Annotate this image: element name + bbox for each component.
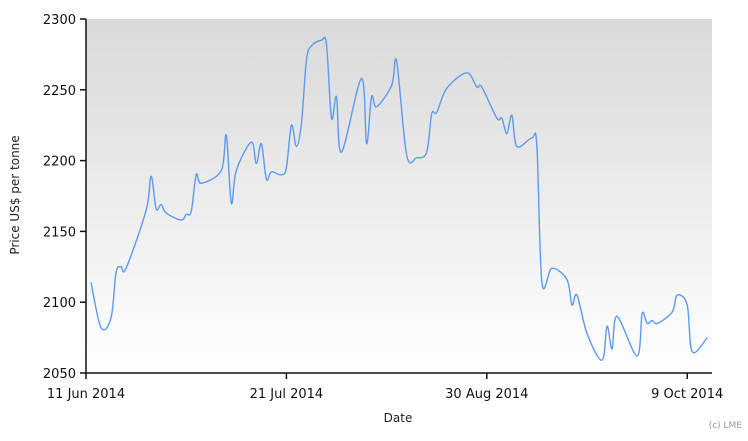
data-point bbox=[290, 124, 293, 127]
data-point bbox=[530, 136, 533, 139]
data-point bbox=[540, 281, 543, 284]
y-tick-label: 2100 bbox=[43, 296, 76, 311]
data-point bbox=[616, 315, 619, 318]
data-point bbox=[500, 117, 503, 120]
data-point bbox=[601, 359, 604, 362]
data-point bbox=[270, 170, 273, 173]
data-point bbox=[465, 71, 468, 74]
data-point bbox=[510, 114, 513, 117]
data-point bbox=[611, 347, 614, 350]
data-point bbox=[435, 111, 438, 114]
data-point bbox=[575, 294, 578, 297]
data-point bbox=[150, 175, 153, 178]
data-point bbox=[636, 355, 639, 358]
data-point bbox=[405, 153, 408, 156]
y-tick-label: 2250 bbox=[43, 84, 76, 99]
data-point bbox=[651, 319, 654, 322]
data-point bbox=[160, 203, 163, 206]
data-point bbox=[395, 60, 398, 63]
y-tick-label: 2150 bbox=[43, 225, 76, 240]
data-point bbox=[330, 117, 333, 120]
data-point bbox=[515, 145, 518, 148]
data-point bbox=[195, 173, 198, 176]
data-point bbox=[310, 44, 313, 47]
y-tick-label: 2300 bbox=[43, 13, 76, 28]
data-point bbox=[265, 178, 268, 181]
x-axis-label: Date bbox=[384, 411, 413, 425]
data-point bbox=[125, 267, 128, 270]
data-point bbox=[656, 322, 659, 325]
data-point bbox=[180, 219, 183, 222]
y-tick-label: 2050 bbox=[43, 367, 76, 382]
data-point bbox=[505, 132, 508, 135]
data-point bbox=[606, 325, 609, 328]
data-point bbox=[676, 294, 679, 297]
data-point bbox=[445, 87, 448, 90]
data-point bbox=[200, 182, 203, 185]
data-point bbox=[475, 85, 478, 88]
data-point bbox=[586, 332, 589, 335]
data-point bbox=[415, 156, 418, 159]
data-point bbox=[325, 43, 328, 46]
data-point bbox=[155, 207, 158, 210]
data-point bbox=[691, 350, 694, 353]
data-point bbox=[145, 209, 148, 212]
x-tick-label: 11 Jun 2014 bbox=[47, 387, 125, 402]
data-point bbox=[295, 145, 298, 148]
data-point bbox=[365, 142, 368, 145]
data-point bbox=[550, 267, 553, 270]
price-series-line bbox=[90, 36, 708, 361]
data-point bbox=[285, 166, 288, 169]
data-point bbox=[260, 142, 263, 145]
data-point bbox=[535, 145, 538, 148]
x-tick-label: 21 Jul 2014 bbox=[250, 387, 324, 402]
data-point bbox=[565, 278, 568, 281]
data-point bbox=[686, 304, 689, 307]
data-point bbox=[641, 312, 644, 315]
x-tick-label: 9 Oct 2014 bbox=[651, 387, 723, 402]
data-point bbox=[225, 134, 228, 137]
data-point bbox=[671, 311, 674, 314]
data-point bbox=[165, 211, 168, 214]
data-point bbox=[305, 59, 308, 62]
data-point bbox=[335, 95, 338, 98]
data-point bbox=[220, 169, 223, 172]
data-point bbox=[480, 85, 483, 88]
data-point bbox=[110, 316, 113, 319]
data-point bbox=[255, 162, 258, 165]
data-point bbox=[340, 151, 343, 154]
data-point bbox=[300, 122, 303, 125]
data-point bbox=[250, 141, 253, 144]
data-point bbox=[280, 173, 283, 176]
data-point bbox=[390, 84, 393, 87]
data-point bbox=[120, 265, 123, 268]
data-point bbox=[430, 112, 433, 115]
data-point bbox=[425, 151, 428, 154]
data-point bbox=[320, 39, 323, 42]
data-point bbox=[115, 271, 118, 274]
plot-area bbox=[86, 19, 712, 373]
y-axis-label: Price US$ per tonne bbox=[8, 135, 22, 254]
data-point bbox=[570, 304, 573, 307]
data-point bbox=[235, 169, 238, 172]
data-point bbox=[185, 213, 188, 216]
data-point bbox=[375, 105, 378, 108]
data-point bbox=[706, 336, 709, 339]
data-point bbox=[370, 95, 373, 98]
data-point bbox=[100, 326, 103, 329]
data-point bbox=[360, 77, 363, 80]
data-point bbox=[190, 210, 193, 213]
x-tick-label: 30 Aug 2014 bbox=[445, 387, 528, 402]
y-tick-label: 2200 bbox=[43, 155, 76, 170]
data-point bbox=[90, 281, 93, 284]
data-point bbox=[646, 322, 649, 325]
credit-text: (c) LME bbox=[709, 421, 743, 431]
data-point bbox=[230, 202, 233, 205]
data-point bbox=[495, 117, 498, 120]
